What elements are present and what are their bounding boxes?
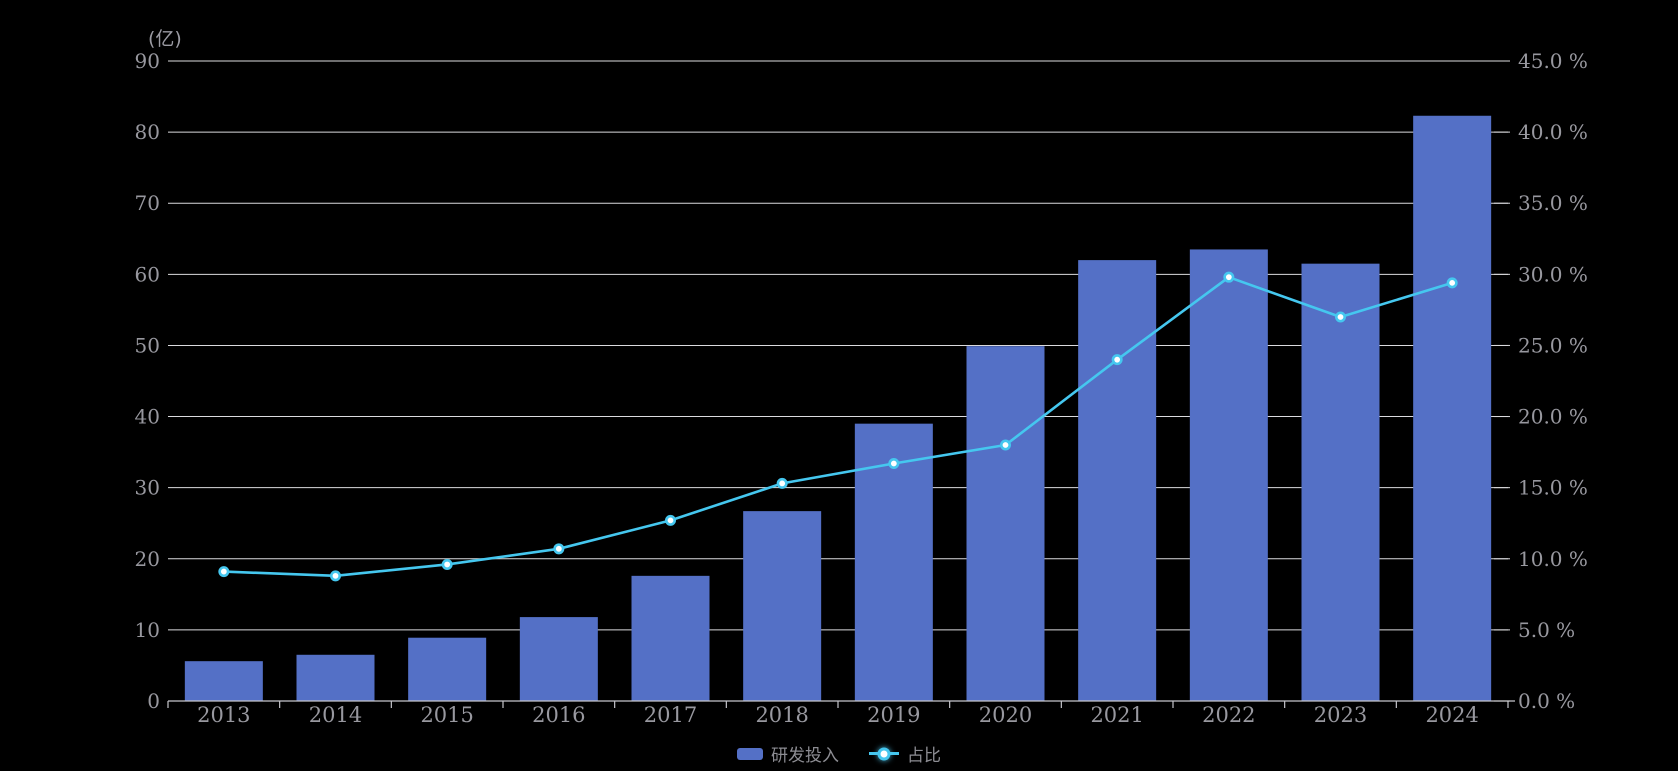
svg-text:20.0 %: 20.0 %	[1518, 405, 1588, 429]
line-point-2023[interactable]	[1335, 311, 1347, 323]
legend-label-bar-series: 研发投入	[771, 746, 839, 766]
bar-2023[interactable]	[1301, 263, 1380, 701]
line-point-2019[interactable]	[888, 457, 900, 469]
line-series	[218, 271, 1458, 582]
svg-text:70: 70	[135, 191, 160, 215]
svg-text:30: 30	[135, 476, 160, 500]
svg-text:2024: 2024	[1425, 703, 1478, 727]
legend-item-bar-series[interactable]: 研发投入	[737, 741, 839, 766]
svg-text:35.0 %: 35.0 %	[1518, 191, 1588, 215]
svg-text:60: 60	[135, 262, 160, 286]
line-point-2014[interactable]	[329, 570, 341, 582]
bar-series-swatch-icon	[737, 747, 763, 760]
svg-text:80: 80	[135, 120, 160, 144]
legend-item-line-series[interactable]: 占比	[869, 741, 941, 766]
svg-text:15.0 %: 15.0 %	[1518, 476, 1588, 500]
line-point-2020[interactable]	[999, 439, 1011, 451]
line-series-marker-icon	[869, 747, 899, 760]
line-point-2016[interactable]	[553, 543, 565, 555]
line-point-2021[interactable]	[1111, 354, 1123, 366]
svg-text:90: 90	[135, 49, 160, 73]
bar-2014[interactable]	[296, 654, 375, 701]
bar-2022[interactable]	[1189, 249, 1268, 701]
line-point-2015[interactable]	[441, 558, 453, 570]
svg-text:5.0 %: 5.0 %	[1518, 618, 1575, 642]
svg-text:20: 20	[135, 547, 160, 571]
bar-2017[interactable]	[631, 575, 710, 701]
svg-text:25.0 %: 25.0 %	[1518, 333, 1588, 357]
line-series-dot-icon	[877, 747, 891, 760]
x-axis-labels: 2013 2014 2015 2016 2017 2018 2019 2020 2021 2022…	[197, 703, 1479, 727]
bar-2018[interactable]	[743, 511, 822, 701]
bar-2013[interactable]	[184, 661, 263, 701]
bar-2020[interactable]	[966, 346, 1045, 701]
grid-lines	[168, 60, 1508, 631]
svg-text:2019: 2019	[867, 703, 920, 727]
svg-text:10: 10	[135, 618, 160, 642]
svg-text:2013: 2013	[197, 703, 250, 727]
line-point-2024[interactable]	[1446, 277, 1458, 289]
svg-text:2022: 2022	[1202, 703, 1255, 727]
line-point-2022[interactable]	[1223, 271, 1235, 283]
svg-text:2021: 2021	[1090, 703, 1143, 727]
svg-text:30.0 %: 30.0 %	[1518, 262, 1588, 286]
line-point-2017[interactable]	[664, 514, 676, 526]
line-point-2018[interactable]	[776, 477, 788, 489]
svg-text:2014: 2014	[309, 703, 362, 727]
line-point-2013[interactable]	[218, 566, 230, 578]
left-axis-labels: 0 10 20 30 40 50 60 70 80 90	[135, 49, 160, 713]
bar-2016[interactable]	[519, 617, 598, 701]
right-axis-labels: 0.0 % 5.0 % 10.0 % 15.0 % 20.0 % 25.0 % 30.0 %…	[1518, 49, 1588, 713]
svg-text:2017: 2017	[644, 703, 697, 727]
left-axis-unit-label: (亿)	[148, 28, 182, 50]
svg-text:40: 40	[135, 405, 160, 429]
svg-text:45.0 %: 45.0 %	[1518, 49, 1588, 73]
svg-text:10.0 %: 10.0 %	[1518, 547, 1588, 571]
bar-2015[interactable]	[408, 637, 487, 701]
bar-2019[interactable]	[854, 423, 933, 701]
svg-text:40.0 %: 40.0 %	[1518, 120, 1588, 144]
svg-text:2020: 2020	[979, 703, 1032, 727]
svg-text:0.0 %: 0.0 %	[1518, 689, 1575, 713]
svg-text:0: 0	[147, 689, 160, 713]
svg-text:2016: 2016	[532, 703, 585, 727]
chart-legend: 研发投入 占比	[0, 741, 1678, 766]
x-axis	[167, 60, 1515, 708]
bar-series	[184, 115, 1492, 701]
bar-2021[interactable]	[1078, 260, 1157, 701]
svg-text:50: 50	[135, 333, 160, 357]
legend-label-line-series: 占比	[907, 746, 941, 766]
svg-text:2018: 2018	[755, 703, 808, 727]
svg-text:2023: 2023	[1314, 703, 1367, 727]
svg-text:2015: 2015	[420, 703, 473, 727]
bar-2024[interactable]	[1413, 115, 1492, 701]
